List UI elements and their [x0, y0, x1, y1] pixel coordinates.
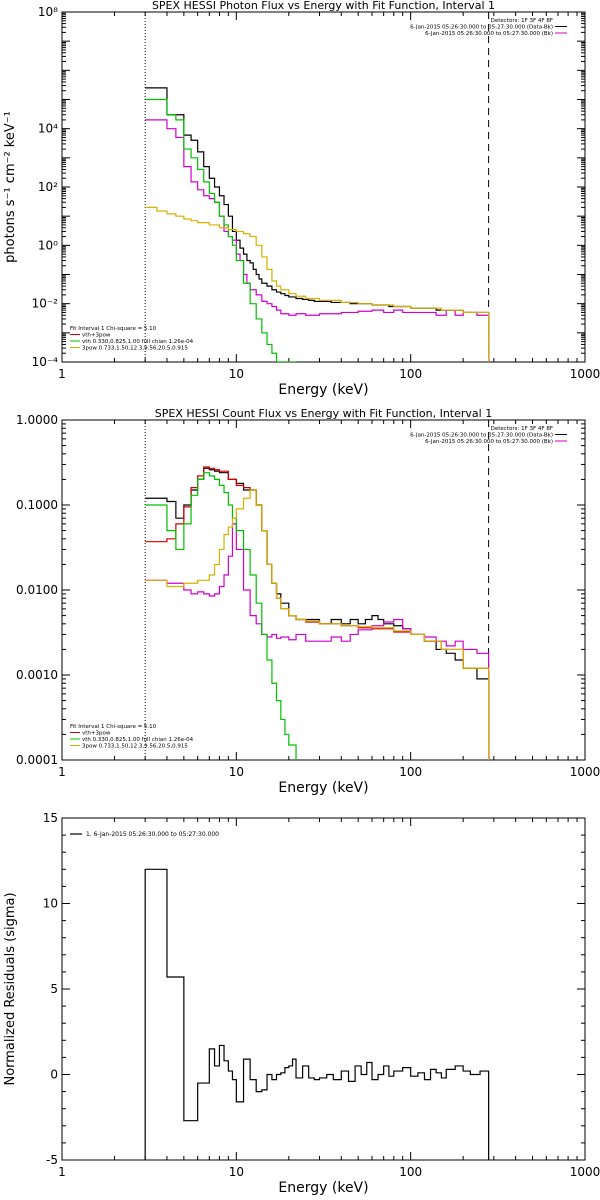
legend-entry: vth+3pow [82, 731, 111, 737]
series-line [145, 119, 490, 362]
legend-entry: Detectors: 1F 3F 4F 8F [491, 18, 553, 24]
plot-frame [61, 817, 586, 1161]
panel-3: 1 10 100 1000 -5 0 5 10 15 Energy (keV) Normalized… [3, 811, 600, 1196]
y-axis-label: photons s⁻¹ cm⁻² keV⁻¹ [3, 111, 18, 263]
y-tick-label: 10² [38, 180, 58, 194]
y-tick-label: 1.0000 [16, 413, 58, 427]
legend-entry: 3pow 0.733,1.50,12.3,9.56,20.5,0.915 [82, 346, 188, 352]
x-tick-label: 10 [229, 765, 244, 779]
legend-entry: Detectors: 1F 3F 4F 8F [491, 426, 553, 432]
x-tick-label: 1000 [570, 367, 600, 381]
legend-entry: 6-Jan-2015 05:26:30.000 to 05:27:30.000 … [410, 25, 553, 31]
y-tick-label: 0.1000 [16, 498, 58, 512]
legend-entry: vth 0.330,0.825,1.00 full chian 1.26e-04 [82, 737, 194, 743]
legend-entry: Fit Interval 1 Chi-square = 5.10 [70, 724, 157, 730]
y-tick-label: 0 [50, 1068, 58, 1082]
panel-1: SPEX HESSI Photon Flux vs Energy with Fi… [3, 0, 600, 398]
x-tick-label: 1000 [570, 1165, 600, 1179]
y-tick-label: 0.0100 [16, 583, 58, 597]
series-line [145, 472, 297, 760]
legend-entry: 1. 6-Jan-2015 05:26:30.000 to 05:27:30.0… [86, 831, 219, 838]
x-tick-label: 10 [229, 367, 244, 381]
series-line [145, 206, 490, 362]
legend-entry: 6-Jan-2015 05:26:30.000 to 05:27:30.000 … [410, 433, 553, 439]
series-line [145, 489, 490, 760]
series-line [144, 868, 490, 1160]
legend-entry: 6-Jan-2015 05:26:30.000 to 05:27:30.000 … [425, 31, 553, 37]
legend-entry: 6-Jan-2015 05:26:30.000 to 05:27:30.000 … [425, 439, 553, 445]
series-line [145, 467, 490, 760]
x-tick-label: 1 [58, 1165, 66, 1179]
x-tick-label: 100 [399, 1165, 422, 1179]
y-tick-label: 10⁻⁴ [32, 355, 59, 369]
x-tick-label: 10 [229, 1165, 244, 1179]
series-line [145, 87, 490, 362]
x-tick-label: 1 [58, 765, 66, 779]
legend-entry: Fit Interval 1 Chi-square = 5.10 [70, 326, 157, 332]
legend-entry: vth+3pow [82, 333, 111, 339]
y-tick-label: 10⁴ [38, 122, 58, 136]
data-area [144, 868, 490, 1160]
data-area [144, 420, 490, 760]
data-area [144, 12, 490, 362]
x-axis-label: Energy (keV) [278, 1180, 368, 1196]
x-tick-label: 1000 [570, 765, 600, 779]
y-tick-label: 10⁻² [32, 297, 59, 311]
series-line [145, 523, 490, 760]
y-tick-label: 10 [43, 897, 58, 911]
x-tick-label: 100 [399, 765, 422, 779]
y-tick-label: 5 [50, 982, 58, 996]
legend-entry: vth 0.330,0.825,1.00 full chian 1.26e-04 [82, 339, 194, 345]
series-line [145, 98, 297, 362]
chart-title: SPEX HESSI Count Flux vs Energy with Fit… [155, 407, 492, 420]
y-tick-label: 0.0001 [16, 753, 58, 767]
y-tick-label: 0.0010 [16, 668, 58, 682]
y-tick-label: 10⁸ [38, 5, 58, 19]
y-tick-label: 15 [43, 811, 58, 825]
legend-entry: 3pow 0.733,1.50,12.3,9.56,20.5,0.915 [82, 744, 188, 750]
plot-frame [61, 11, 586, 363]
chart-title: SPEX HESSI Photon Flux vs Energy with Fi… [152, 0, 495, 12]
y-tick-label: -5 [46, 1153, 58, 1167]
x-axis-label: Energy (keV) [278, 382, 368, 398]
x-tick-label: 100 [399, 367, 422, 381]
y-tick-label: 10⁰ [38, 238, 58, 252]
x-tick-label: 1 [58, 367, 66, 381]
x-axis-label: Energy (keV) [278, 780, 368, 796]
panel-2: SPEX HESSI Count Flux vs Energy with Fit… [16, 407, 600, 796]
series-line [145, 466, 490, 760]
plot-frame [61, 419, 586, 761]
y-axis-label: Normalized Residuals (sigma) [3, 892, 18, 1085]
